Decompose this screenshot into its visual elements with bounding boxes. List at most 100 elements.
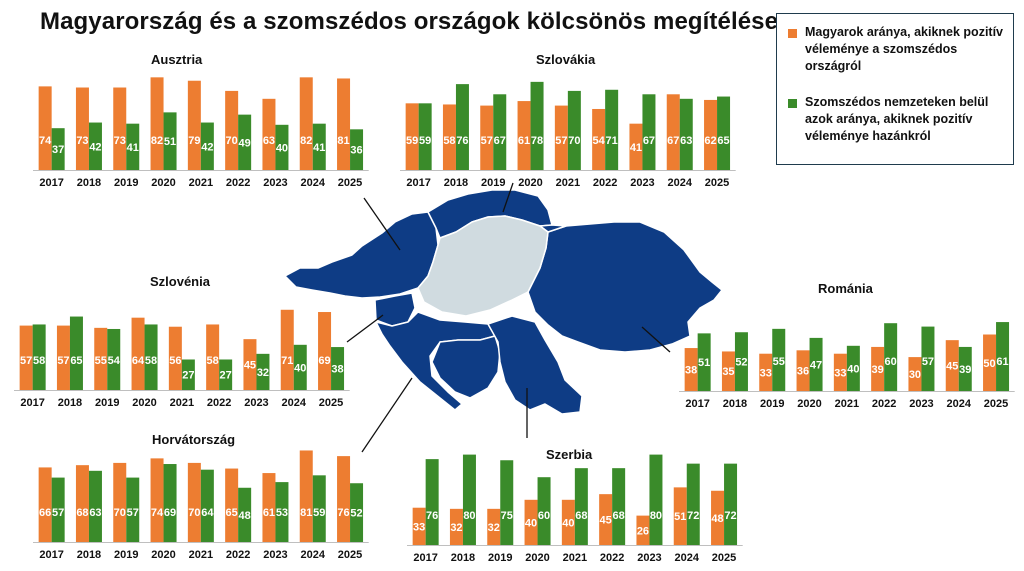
data-label: 40 [294,362,306,374]
bar-hungarian-2025 [983,334,997,391]
bar-neighbor-2019 [107,328,121,390]
bar-hungarian-2023 [629,123,643,170]
x-tick-label: 2018 [58,397,82,409]
data-label: 74 [151,507,164,519]
legend-label: Magyarok aránya, akiknek pozitív vélemén… [805,25,1004,73]
bar-neighbor-2024 [679,98,693,170]
x-tick-label: 2019 [114,549,138,561]
x-tick-label: 2021 [170,397,194,409]
bar-hungarian-2020 [517,101,531,170]
data-label: 39 [959,364,971,376]
x-tick-label: 2018 [77,177,101,189]
x-tick-label: 2020 [151,549,175,561]
x-tick-label: 2024 [675,552,700,564]
data-label: 45 [946,361,958,373]
data-label: 59 [313,507,325,519]
x-tick-label: 2024 [301,549,326,561]
x-tick-label: 2019 [488,552,512,564]
data-label: 36 [797,366,809,378]
data-label: 35 [722,366,734,378]
bar-neighbor-2020 [163,464,177,542]
bar-neighbor-2017 [697,333,711,391]
bar-neighbor-2021 [567,90,581,170]
data-label: 71 [606,135,618,147]
x-tick-label: 2018 [723,398,747,410]
x-tick-label: 2019 [95,397,119,409]
bar-hungarian-2025 [337,78,351,170]
data-label: 69 [318,355,330,367]
data-label: 70 [188,507,200,519]
bar-neighbor-2018 [88,470,102,542]
bar-hungarian-2019 [480,105,494,170]
data-label: 67 [643,135,655,147]
data-label: 33 [413,521,425,533]
data-label: 68 [613,510,625,522]
x-tick-label: 2020 [525,552,549,564]
x-tick-label: 2023 [263,177,287,189]
data-label: 54 [593,135,606,147]
bar-hungarian-2022 [592,108,606,170]
data-label: 73 [114,135,126,147]
bar-neighbor-2017 [51,128,65,170]
bar-hungarian-2020 [150,77,164,170]
data-label: 39 [872,364,884,376]
bar-hungarian-2020 [524,499,538,545]
map-serbia [487,315,583,415]
data-label: 53 [276,507,288,519]
x-tick-label: 2022 [872,398,896,410]
bar-neighbor-2022 [238,114,252,170]
data-label: 57 [52,507,64,519]
bar-neighbor-2020 [530,81,544,170]
data-label: 67 [494,135,506,147]
bar-hungarian-2020 [150,458,164,542]
data-label: 45 [244,360,256,372]
x-tick-label: 2025 [338,177,362,189]
bar-neighbor-2023 [642,94,656,170]
x-tick-label: 2024 [947,398,972,410]
bar-neighbor-2017 [51,477,65,542]
legend-label: Szomszédos nemzeteken belül azok aránya,… [805,95,989,143]
x-tick-label: 2022 [593,177,617,189]
leader-line-szlovenia [346,314,384,343]
data-label: 64 [132,355,145,367]
bar-neighbor-2024 [312,475,326,542]
data-label: 38 [331,364,343,376]
data-label: 52 [350,508,362,520]
data-label: 51 [674,511,686,523]
bar-neighbor-2019 [126,123,140,170]
data-label: 27 [182,370,194,382]
bar-hungarian-2024 [666,94,680,170]
data-label: 58 [443,135,455,147]
data-label: 70 [114,507,126,519]
bar-hungarian-2021 [561,499,575,545]
chart-title-horvatorszag: Horvátország [152,432,236,447]
data-label: 70 [226,135,238,147]
x-tick-label: 2017 [20,397,44,409]
x-tick-label: 2021 [835,398,859,410]
x-tick-label: 2025 [712,552,736,564]
leader-line-szlovakia [502,182,514,213]
bar-hungarian-2020 [131,317,145,390]
map-romania [527,221,723,353]
data-label: 78 [531,135,543,147]
bar-hungarian-2022 [871,346,885,391]
bar-neighbor-2020 [537,477,551,545]
bar-hungarian-2021 [168,326,182,390]
bar-neighbor-2022 [219,359,233,390]
data-label: 58 [207,355,219,367]
bar-hungarian-2023 [262,473,276,542]
bar-hungarian-2018 [56,325,70,390]
bar-neighbor-2025 [996,322,1010,391]
data-label: 42 [89,141,101,153]
bar-hungarian-2022 [225,90,239,170]
x-tick-label: 2024 [282,397,307,409]
x-tick-label: 2017 [685,398,709,410]
page-title: Magyarország és a szomszédos országok kö… [40,8,779,35]
x-tick-label: 2023 [630,177,654,189]
data-label: 66 [39,507,51,519]
bar-hungarian-2019 [759,353,773,391]
data-label: 48 [711,513,723,525]
